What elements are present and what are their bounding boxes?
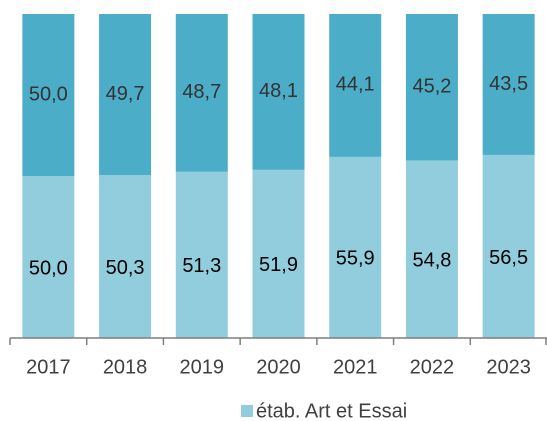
value-label: 55,9 — [336, 248, 375, 270]
value-label: 43,5 — [489, 73, 528, 95]
value-label: 50,0 — [29, 83, 68, 105]
x-tick-label: 2023 — [486, 356, 531, 378]
value-label: 51,3 — [182, 255, 221, 277]
bar-segment — [175, 171, 228, 338]
x-tick-label: 2022 — [410, 356, 455, 378]
bar-segment — [405, 14, 458, 161]
bar-segment — [329, 156, 382, 338]
legend-swatch — [241, 405, 253, 417]
bar-segment — [22, 14, 75, 176]
value-label: 56,5 — [489, 247, 528, 269]
x-tick-label: 2020 — [256, 356, 301, 378]
value-label: 49,7 — [106, 83, 145, 105]
value-label: 45,2 — [412, 76, 451, 98]
bar-segment — [99, 14, 152, 176]
value-label: 48,7 — [182, 81, 221, 103]
x-tick-label: 2019 — [180, 356, 225, 378]
value-label: 48,1 — [259, 80, 298, 102]
bar-segment — [252, 169, 305, 338]
x-tick-label: 2017 — [26, 356, 71, 378]
x-tick-label: 2021 — [333, 356, 378, 378]
x-tick-label: 2018 — [103, 356, 148, 378]
value-label: 51,9 — [259, 254, 298, 276]
value-label: 50,0 — [29, 257, 68, 279]
bar-segment — [252, 14, 305, 170]
value-label: 50,3 — [106, 257, 145, 279]
value-label: 54,8 — [412, 250, 451, 272]
bar-segment — [99, 175, 152, 338]
bar-segment — [482, 14, 535, 155]
bar-segment — [329, 14, 382, 157]
bar-segment — [482, 154, 535, 338]
value-label: 44,1 — [336, 74, 375, 96]
bar-segment — [175, 14, 228, 172]
bar-segment — [22, 176, 75, 338]
bar-segment — [405, 160, 458, 338]
legend-label: étab. Art et Essai — [256, 400, 407, 421]
